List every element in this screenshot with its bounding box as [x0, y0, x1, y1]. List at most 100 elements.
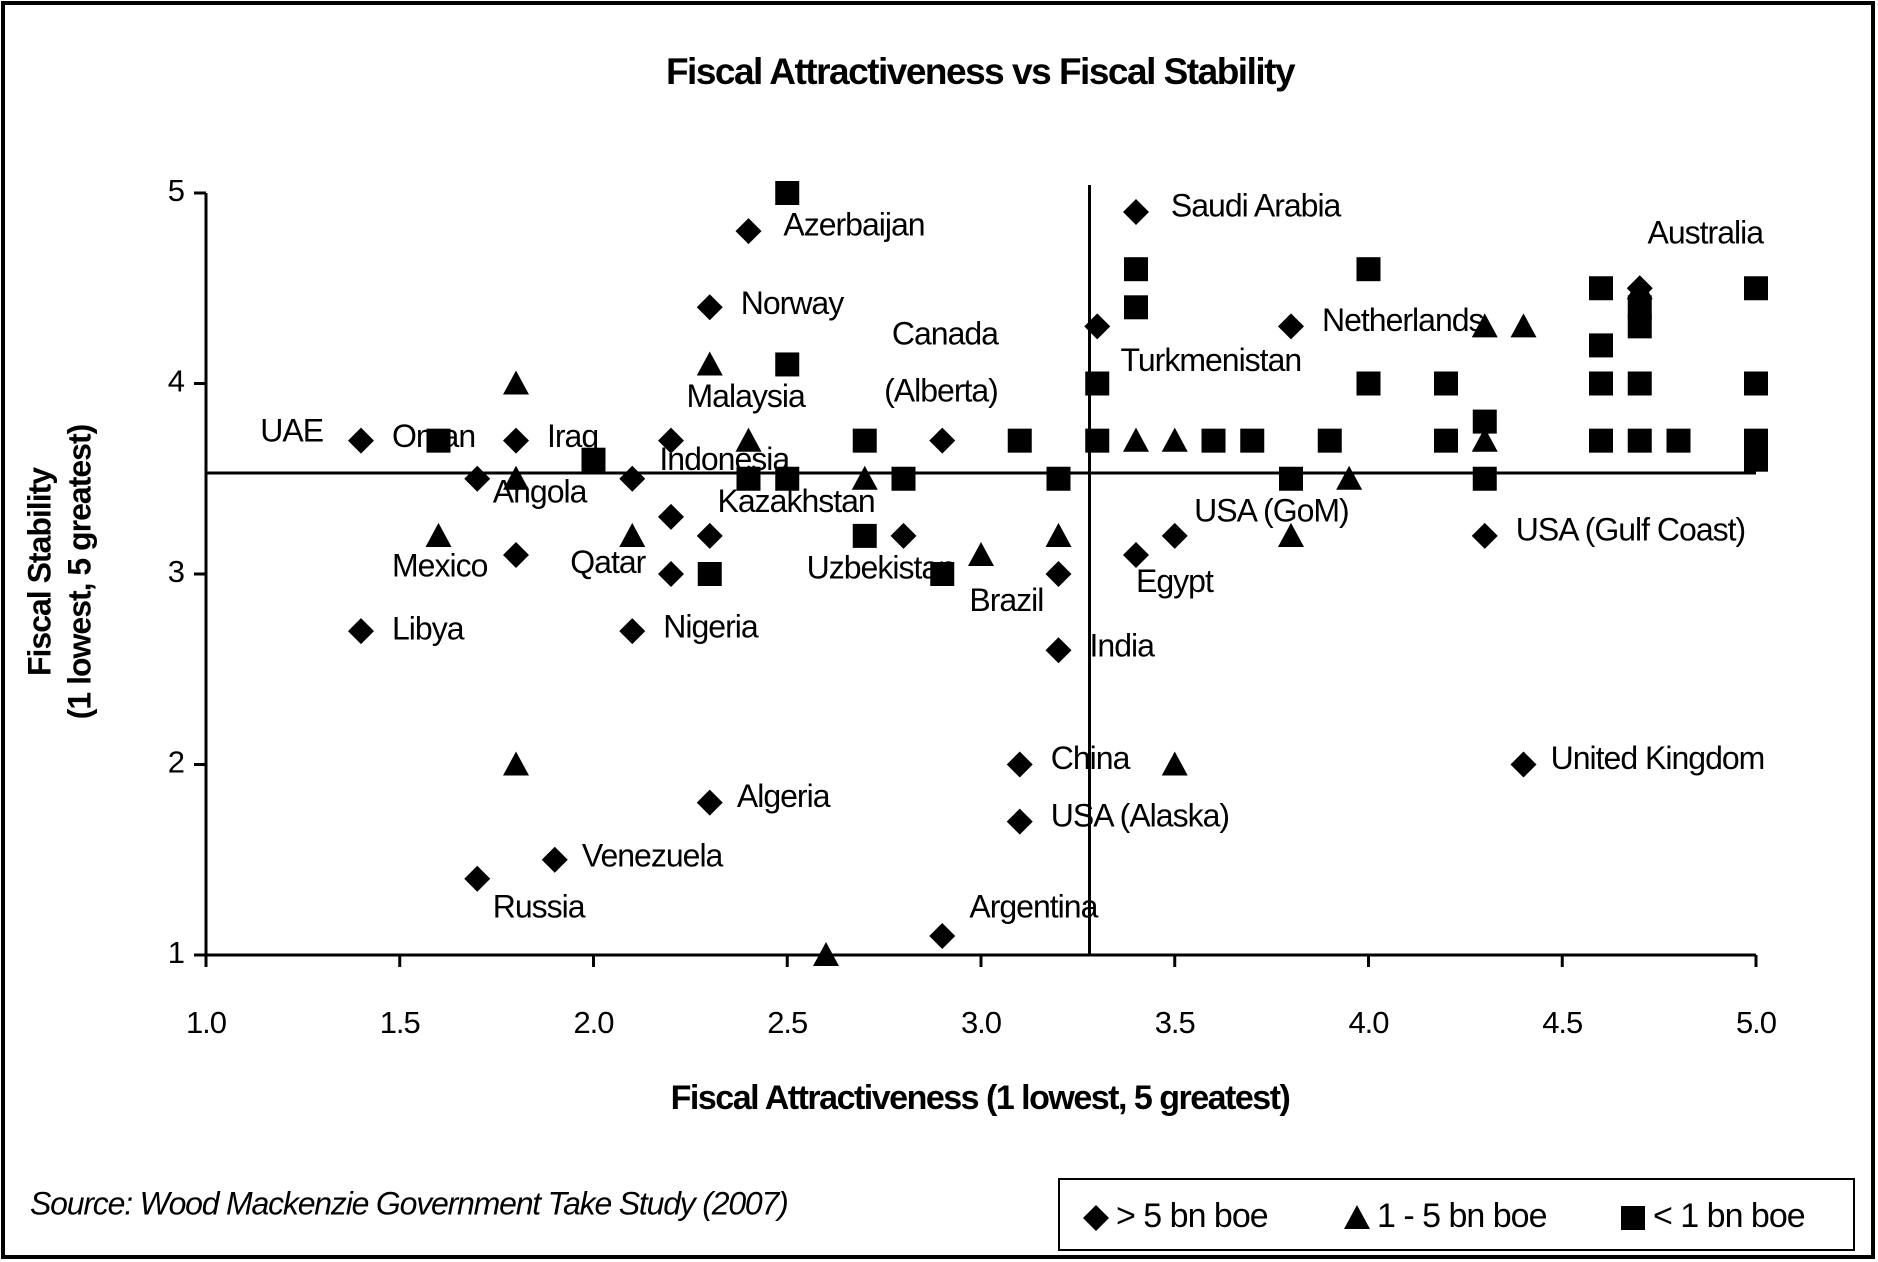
- point-label: USA (GoM): [1194, 492, 1349, 528]
- point-label: Uzbekistan: [807, 550, 955, 586]
- point-triangle: [968, 541, 994, 566]
- point-diamond: [619, 465, 646, 492]
- point-square: [1589, 428, 1613, 453]
- point-label: Turkmenistan: [1121, 342, 1302, 378]
- y-tick-label: 1: [168, 935, 184, 970]
- point-triangle: [503, 465, 529, 490]
- point-label: Algeria: [737, 778, 831, 814]
- point-square: [1744, 276, 1768, 301]
- point-triangle: [503, 751, 529, 776]
- x-tick-label: 5.0: [1736, 1005, 1777, 1040]
- x-tick-label: 1.0: [186, 1005, 227, 1040]
- point-square: [697, 562, 722, 586]
- point-label: USA (Alaska): [1051, 797, 1229, 833]
- point-square: [775, 181, 800, 205]
- point-square: [1472, 466, 1497, 491]
- point-label: Iraq: [547, 418, 598, 454]
- point-label: Brazil: [969, 582, 1043, 618]
- point-diamond: [503, 427, 529, 454]
- y-axis-title: (1 lowest, 5 greatest): [61, 424, 97, 719]
- point-triangle: [1471, 313, 1498, 338]
- x-tick-label: 1.5: [380, 1005, 420, 1040]
- point-diamond: [348, 427, 374, 454]
- point-diamond: [503, 541, 529, 568]
- point-triangle: [1471, 427, 1498, 452]
- point-triangle: [813, 942, 839, 967]
- point-square: [1046, 466, 1071, 491]
- point-label: Angola: [493, 473, 588, 509]
- point-diamond: [696, 294, 723, 321]
- point-square: [1627, 428, 1652, 453]
- point-square: [1240, 428, 1265, 453]
- point-triangle: [1510, 313, 1537, 338]
- legend-label: > 5 bn boe: [1116, 1197, 1268, 1235]
- point-label: Netherlands: [1322, 302, 1484, 338]
- point-diamond: [1045, 637, 1072, 664]
- point-diamond: [541, 846, 568, 873]
- point-diamond: [464, 465, 491, 492]
- point-diamond: [658, 561, 684, 587]
- point-square: [1124, 257, 1148, 282]
- point-label: China: [1051, 740, 1131, 776]
- point-diamond: [1278, 313, 1304, 340]
- x-tick-label: 2.5: [767, 1005, 807, 1040]
- point-square: [1666, 428, 1691, 453]
- point-label: Indonesia: [659, 441, 790, 477]
- point-diamond: [658, 427, 684, 454]
- point-diamond: [929, 922, 956, 949]
- point-square: [1744, 371, 1768, 396]
- legend-marker: [1344, 1205, 1370, 1230]
- point-square: [1317, 428, 1342, 453]
- point-diamond: [735, 218, 762, 245]
- point-square: [1472, 409, 1497, 434]
- point-label: Canada: [892, 315, 999, 351]
- point-diamond: [1006, 751, 1033, 778]
- point-square: [852, 523, 877, 548]
- point-triangle: [1161, 427, 1188, 452]
- point-square: [1279, 466, 1303, 491]
- point-diamond: [658, 503, 684, 530]
- point-triangle: [503, 370, 529, 395]
- x-tick-label: 4.5: [1542, 1005, 1582, 1040]
- point-square: [1124, 295, 1148, 320]
- point-square: [1589, 371, 1613, 396]
- point-diamond: [1123, 541, 1149, 568]
- x-tick-label: 4.0: [1348, 1005, 1389, 1040]
- point-label: Mexico: [392, 548, 488, 584]
- point-square: [1627, 371, 1652, 396]
- point-label: Russia: [493, 889, 586, 925]
- point-triangle: [735, 427, 762, 452]
- point-triangle: [1123, 427, 1149, 452]
- point-diamond: [1510, 751, 1537, 778]
- point-diamond: [348, 618, 374, 645]
- y-tick-label: 2: [168, 745, 184, 780]
- point-square: [852, 428, 877, 453]
- point-label: Norway: [741, 285, 844, 321]
- y-tick-label: 4: [168, 364, 185, 399]
- point-square: [1589, 333, 1613, 358]
- point-triangle: [1626, 275, 1653, 300]
- point-label: Egypt: [1136, 563, 1214, 599]
- point-triangle: [1336, 465, 1363, 490]
- point-diamond: [696, 789, 723, 816]
- point-label: Nigeria: [663, 609, 759, 645]
- point-square: [891, 466, 916, 491]
- point-triangle: [1278, 522, 1304, 547]
- legend-label: < 1 bn boe: [1653, 1197, 1805, 1235]
- point-triangle: [425, 522, 452, 547]
- point-square: [1085, 428, 1110, 453]
- x-tick-label: 3.0: [961, 1005, 1002, 1040]
- point-diamond: [696, 522, 723, 549]
- point-square: [426, 428, 451, 453]
- legend-marker: [1621, 1206, 1645, 1230]
- point-diamond: [1161, 522, 1188, 549]
- point-square: [1356, 257, 1381, 282]
- point-label: Australia: [1648, 214, 1765, 250]
- x-tick-label: 3.5: [1155, 1005, 1195, 1040]
- x-tick-label: 2.0: [573, 1005, 614, 1040]
- point-label: Argentina: [969, 889, 1098, 925]
- point-label: Saudi Arabia: [1171, 188, 1342, 224]
- point-triangle: [1045, 522, 1072, 547]
